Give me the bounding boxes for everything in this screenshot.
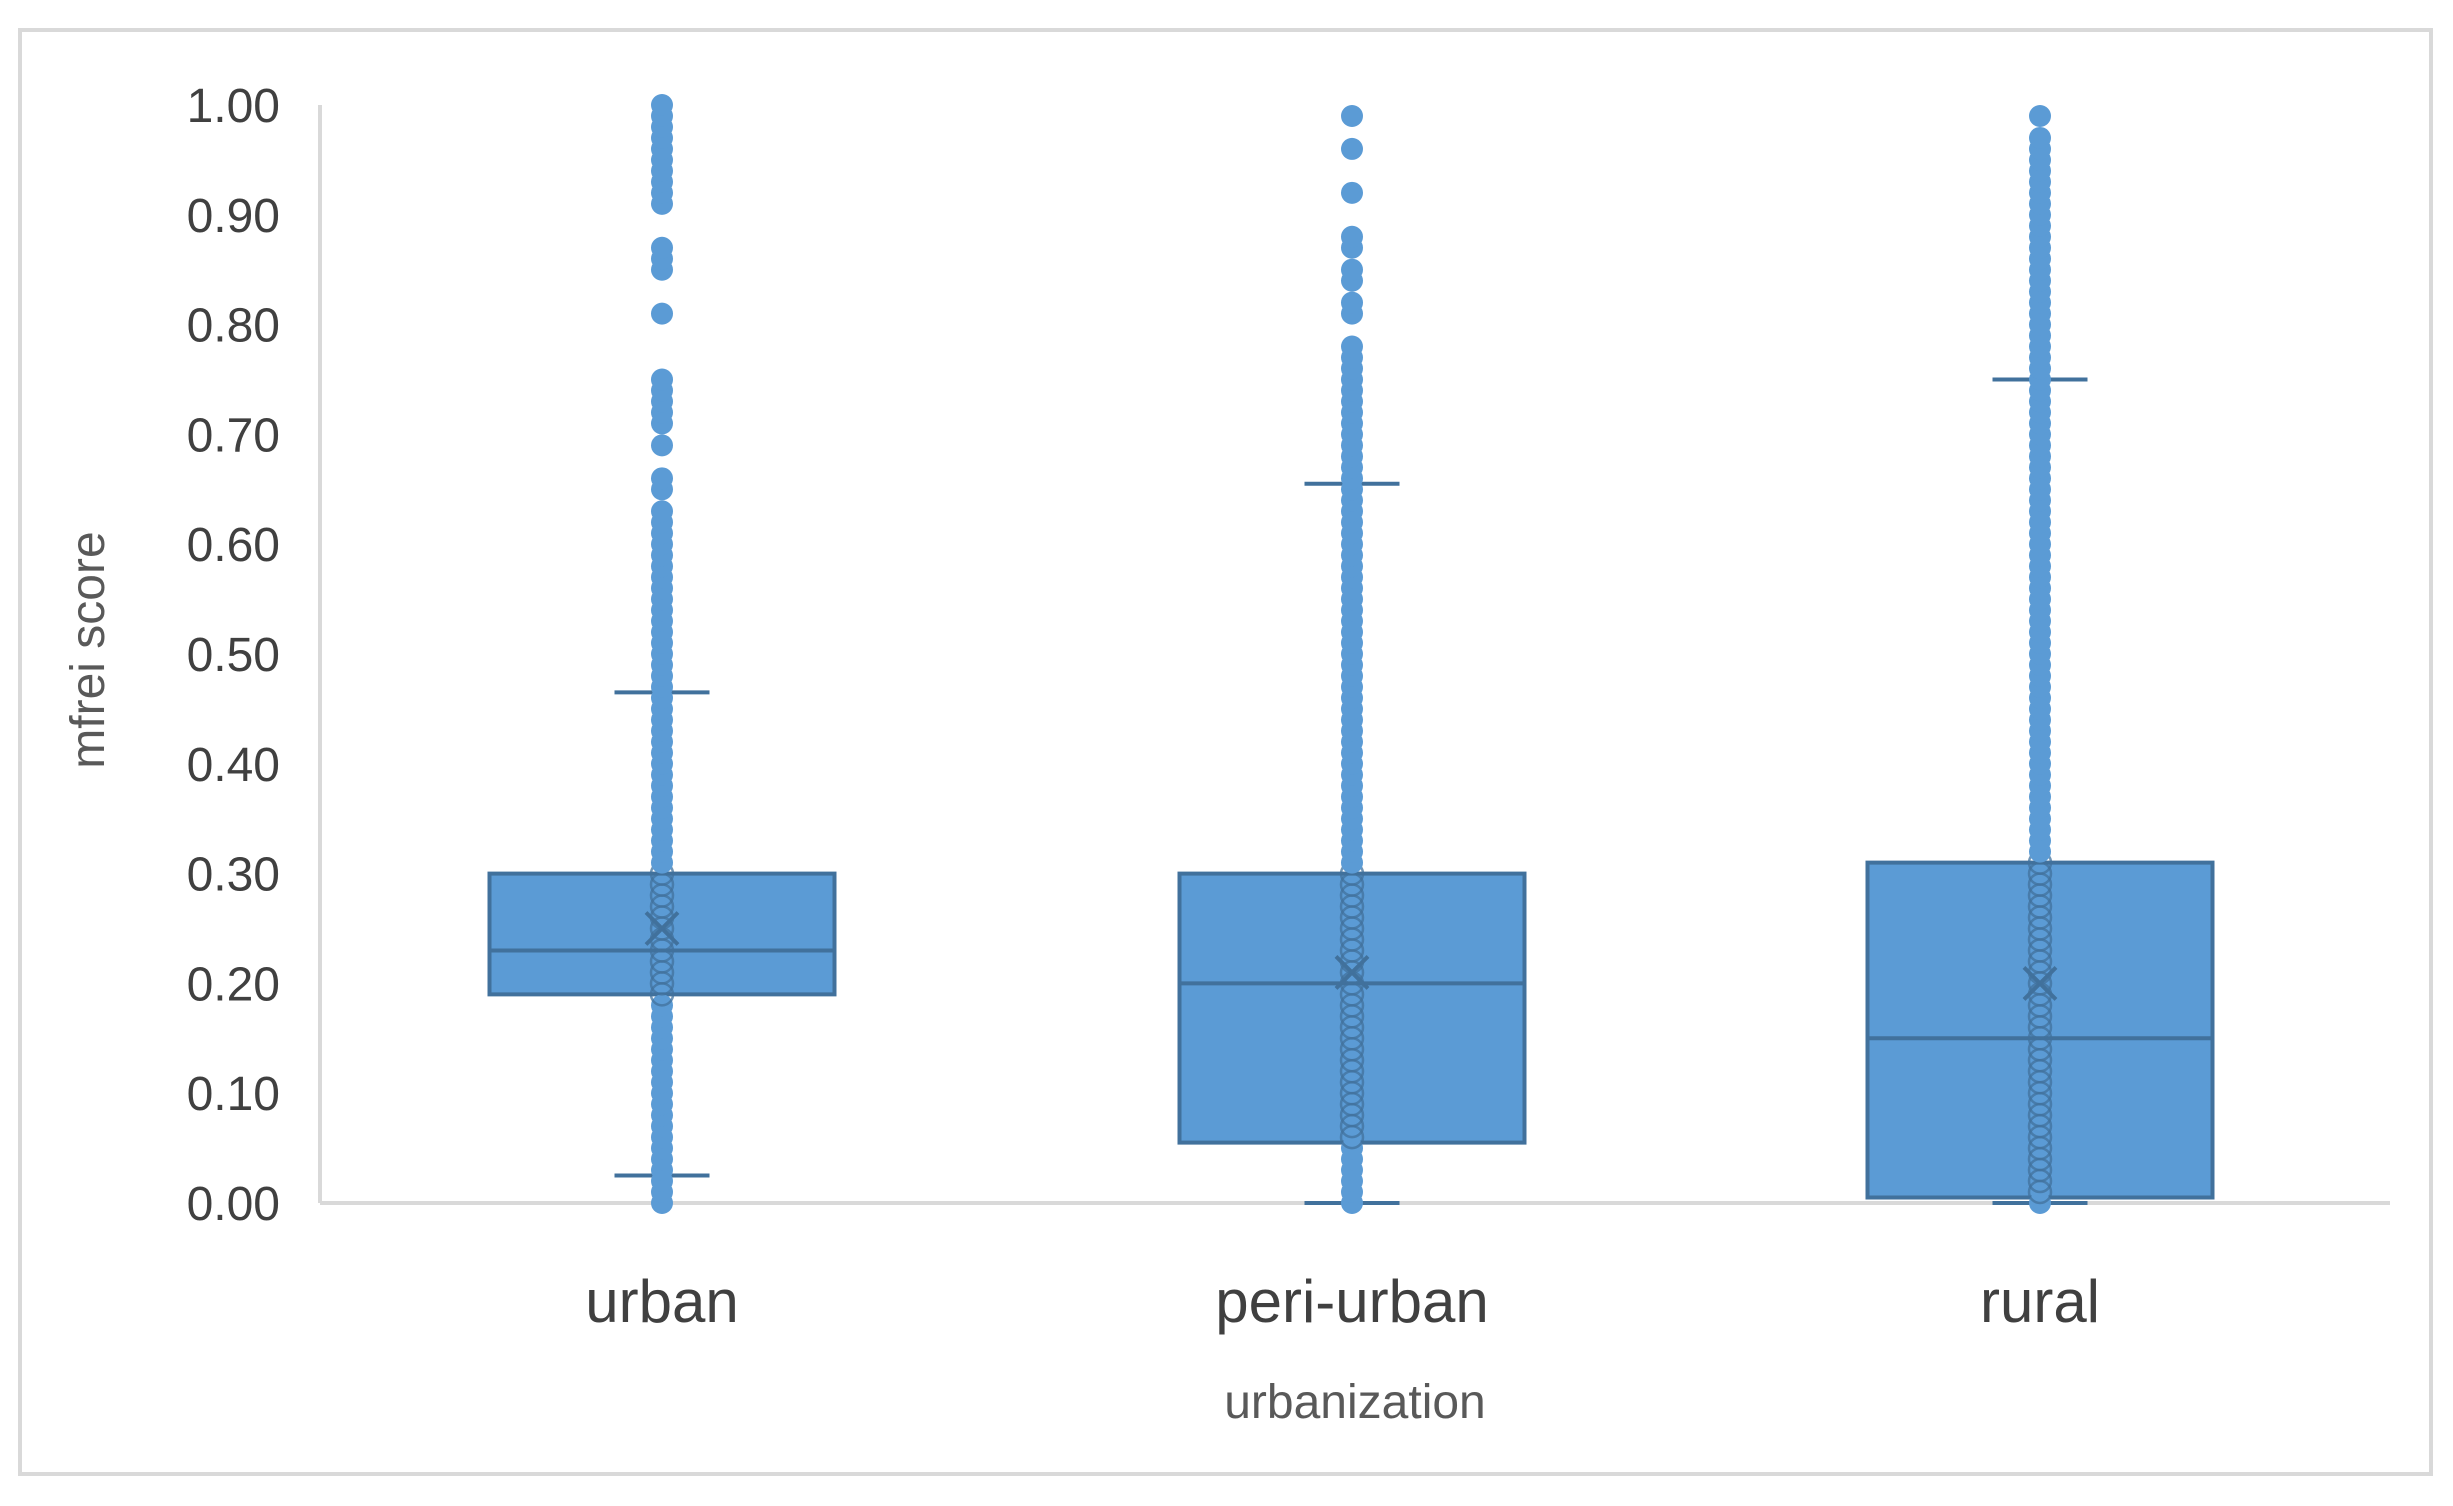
y-tick-label: 0.30 <box>187 849 280 902</box>
data-point <box>1341 258 1363 281</box>
x-axis-title: urbanization <box>1224 1376 1486 1429</box>
y-tick-label: 0.90 <box>187 190 280 243</box>
data-point <box>2029 104 2051 127</box>
y-axis-title: mfrei score <box>62 531 115 768</box>
data-point <box>1341 225 1363 248</box>
y-tick-label: 1.00 <box>187 80 280 133</box>
data-point <box>1341 335 1363 358</box>
x-category-label: rural <box>1980 1268 2100 1335</box>
axis-labels: 0.00 0.10 0.20 0.30 0.40 0.50 0.60 0.70 0.80 0.90… <box>187 80 2100 1335</box>
data-point <box>651 500 673 523</box>
box-rural <box>1865 860 2215 1200</box>
x-category-label: peri-urban <box>1215 1268 1489 1335</box>
y-tick-label: 0.80 <box>187 300 280 353</box>
box-urban <box>487 871 837 997</box>
point-series <box>649 94 2053 1214</box>
data-point <box>2029 126 2051 149</box>
data-point <box>1341 291 1363 314</box>
data-point <box>1341 104 1363 127</box>
y-tick-label: 0.00 <box>187 1178 280 1231</box>
y-tick-label: 0.60 <box>187 519 280 572</box>
y-tick-label: 0.70 <box>187 409 280 462</box>
data-point <box>1341 181 1363 204</box>
data-point <box>651 434 673 457</box>
x-category-label: urban <box>585 1268 738 1335</box>
box-peri-urban <box>1177 871 1527 1145</box>
data-point <box>651 467 673 490</box>
data-point <box>651 302 673 325</box>
data-point <box>651 368 673 391</box>
y-tick-label: 0.50 <box>187 629 280 682</box>
data-point <box>651 94 673 116</box>
data-point <box>651 236 673 259</box>
y-tick-label: 0.10 <box>187 1068 280 1121</box>
y-tick-label: 0.20 <box>187 958 280 1011</box>
data-point <box>1341 137 1363 160</box>
y-tick-label: 0.40 <box>187 739 280 792</box>
